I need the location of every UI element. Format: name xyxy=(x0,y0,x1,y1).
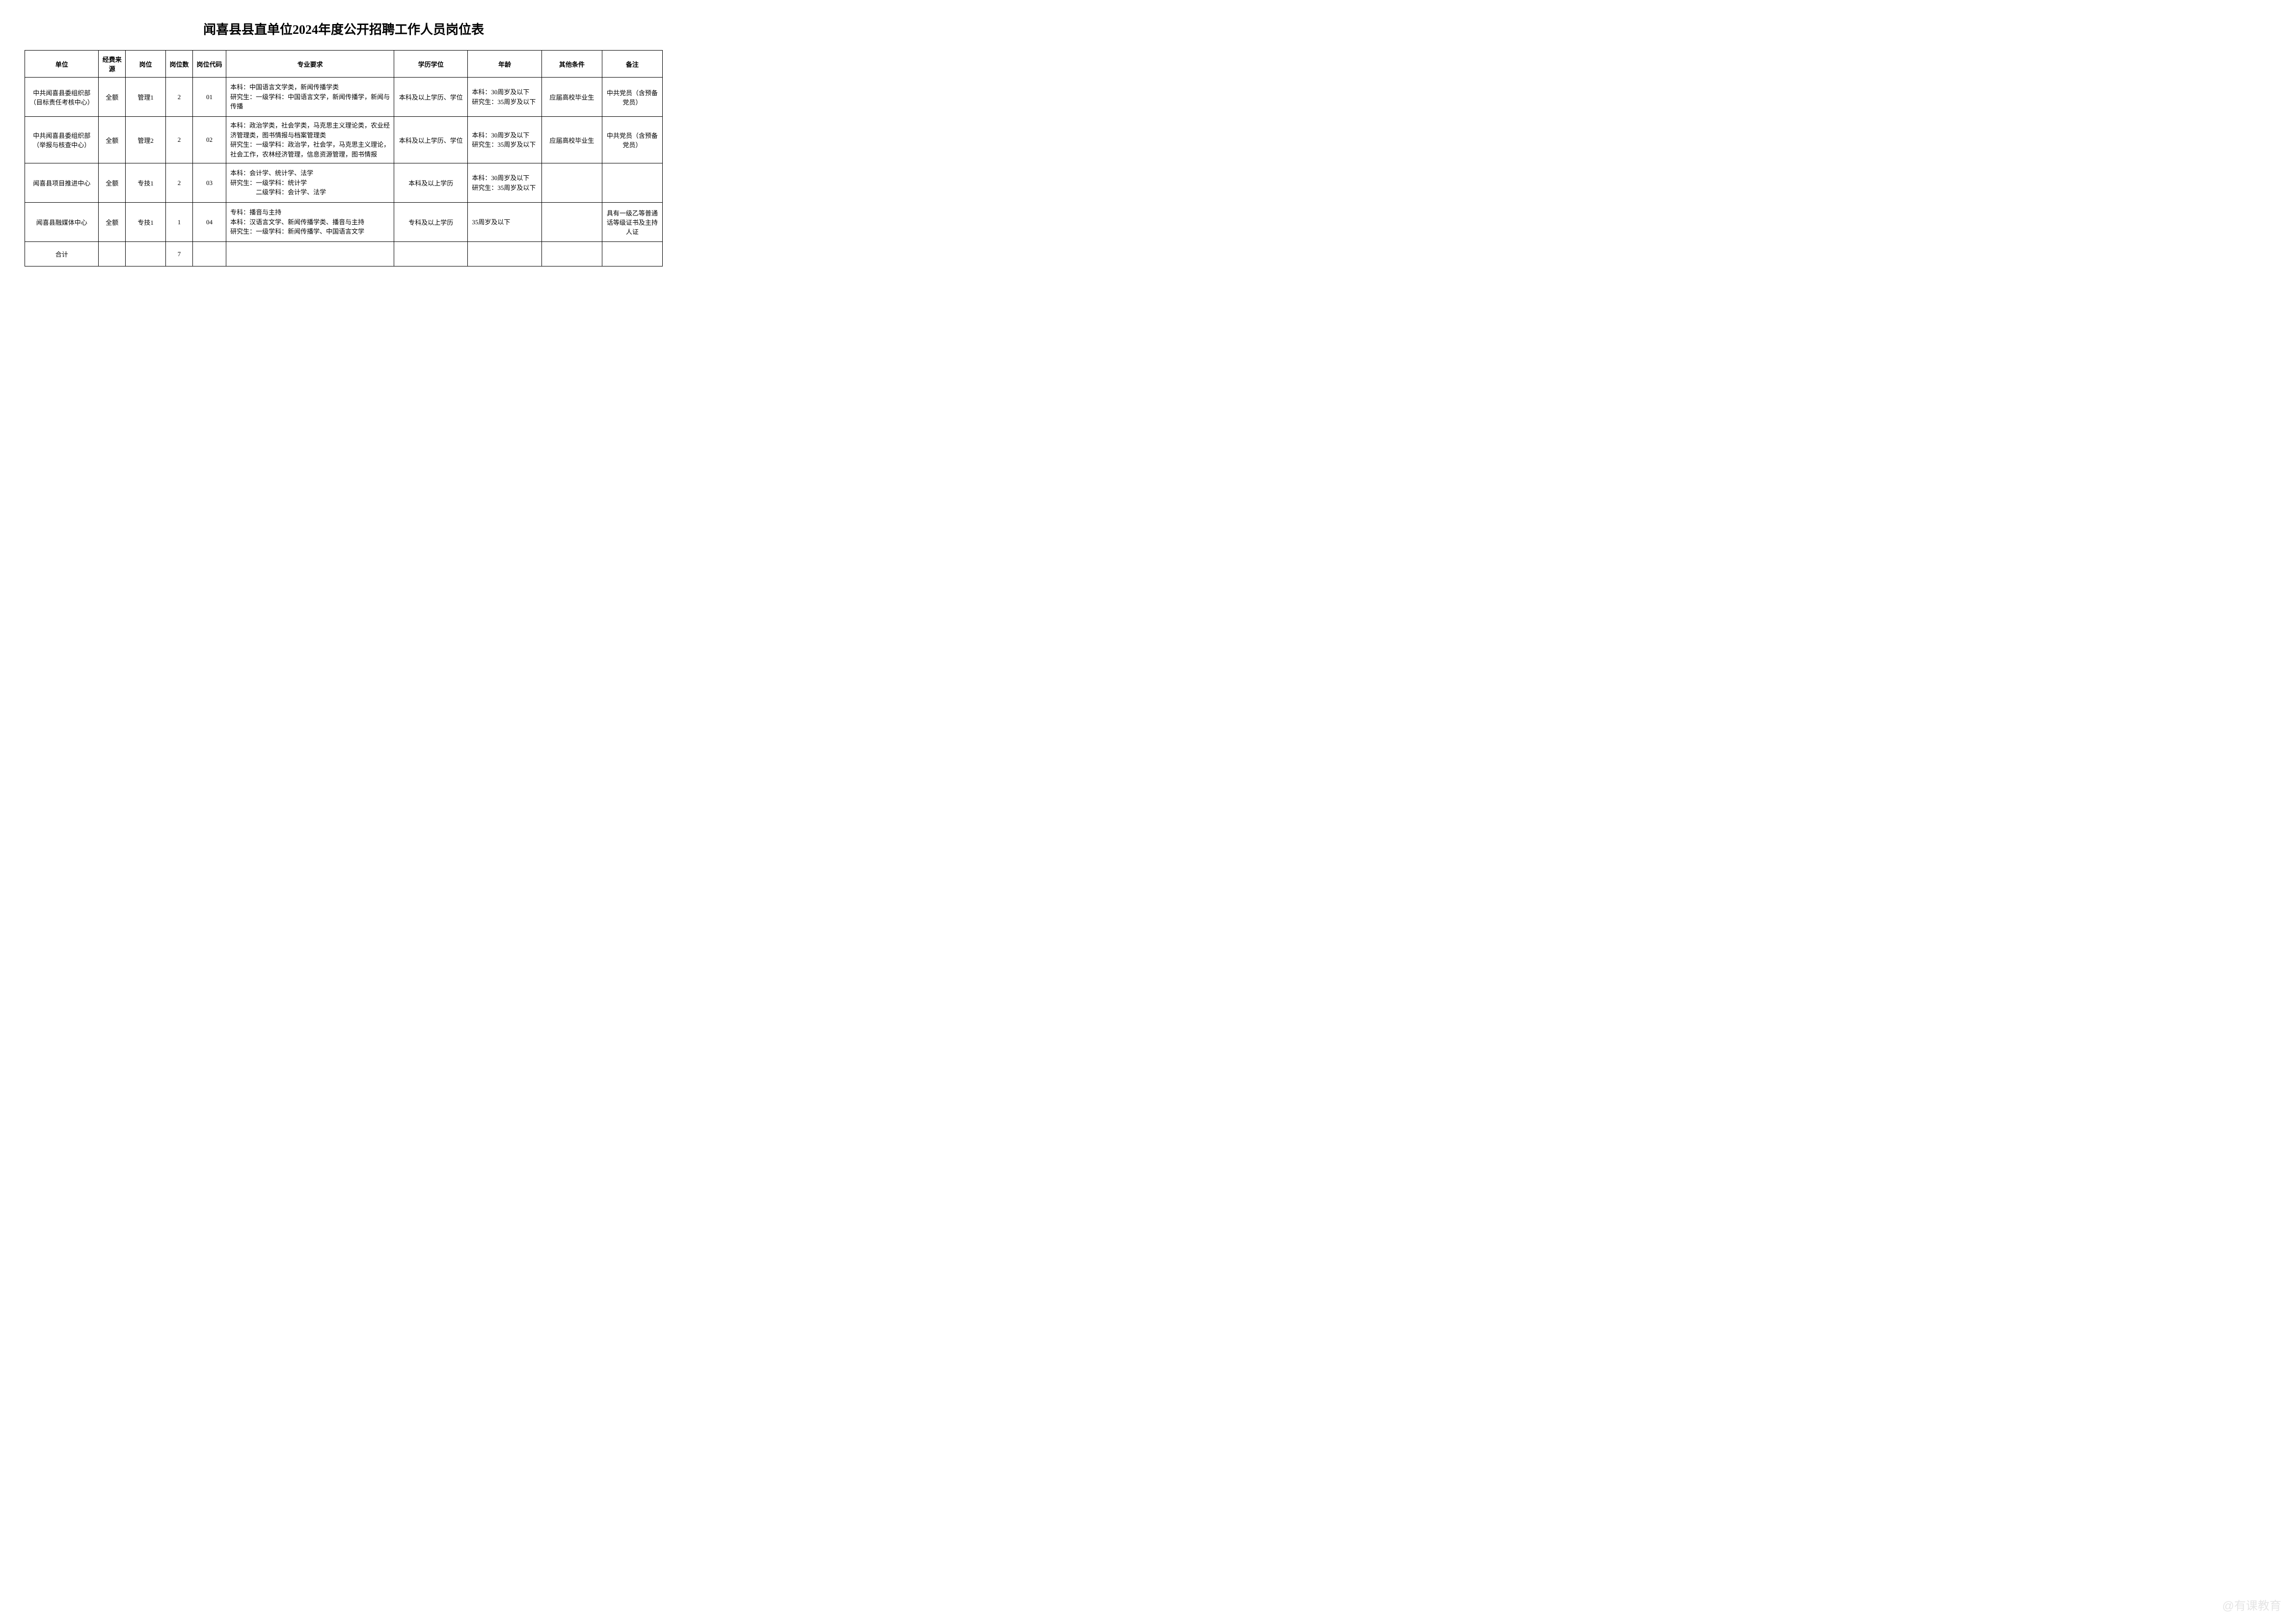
cell-empty xyxy=(602,242,662,266)
cell-fund: 全额 xyxy=(99,117,126,163)
cell-age: 本科：30周岁及以下研究生：35周岁及以下 xyxy=(468,78,541,117)
cell-empty xyxy=(192,242,226,266)
header-note: 备注 xyxy=(602,51,662,78)
cell-major: 专科：播音与主持本科：汉语言文学、新闻传播学类、播音与主持研究生：一级学科：新闻… xyxy=(226,203,394,242)
cell-empty xyxy=(126,242,166,266)
cell-fund: 全额 xyxy=(99,203,126,242)
cell-code: 01 xyxy=(192,78,226,117)
header-count: 岗位数 xyxy=(166,51,193,78)
cell-code: 02 xyxy=(192,117,226,163)
cell-count: 2 xyxy=(166,78,193,117)
cell-note: 中共党员（含预备党员） xyxy=(602,78,662,117)
cell-other xyxy=(541,163,602,203)
cell-major: 本科：中国语言文学类，新闻传播学类研究生：一级学科：中国语言文学，新闻传播学，新… xyxy=(226,78,394,117)
cell-edu: 本科及以上学历 xyxy=(394,163,468,203)
table-row: 闻喜县项目推进中心 全额 专技1 2 03 本科：会计学、统计学、法学研究生：一… xyxy=(25,163,663,203)
total-row: 合计 7 xyxy=(25,242,663,266)
cell-other: 应届高校毕业生 xyxy=(541,117,602,163)
cell-other xyxy=(541,203,602,242)
cell-unit: 闻喜县项目推进中心 xyxy=(25,163,99,203)
header-age: 年龄 xyxy=(468,51,541,78)
cell-fund: 全额 xyxy=(99,163,126,203)
header-row: 单位 经费来源 岗位 岗位数 岗位代码 专业要求 学历学位 年龄 其他条件 备注 xyxy=(25,51,663,78)
cell-empty xyxy=(99,242,126,266)
cell-edu: 本科及以上学历、学位 xyxy=(394,117,468,163)
cell-edu: 专科及以上学历 xyxy=(394,203,468,242)
table-row: 中共闻喜县委组织部（目标责任考核中心） 全额 管理1 2 01 本科：中国语言文… xyxy=(25,78,663,117)
cell-empty xyxy=(468,242,541,266)
cell-empty xyxy=(541,242,602,266)
cell-age: 本科：30周岁及以下研究生：35周岁及以下 xyxy=(468,117,541,163)
cell-major: 本科：政治学类，社会学类，马克思主义理论类，农业经济管理类，图书情报与档案管理类… xyxy=(226,117,394,163)
cell-count: 2 xyxy=(166,163,193,203)
cell-empty xyxy=(394,242,468,266)
cell-position: 管理2 xyxy=(126,117,166,163)
cell-empty xyxy=(226,242,394,266)
cell-position: 专技1 xyxy=(126,203,166,242)
header-fund: 经费来源 xyxy=(99,51,126,78)
recruitment-table: 单位 经费来源 岗位 岗位数 岗位代码 专业要求 学历学位 年龄 其他条件 备注… xyxy=(25,50,663,266)
cell-unit: 中共闻喜县委组织部（目标责任考核中心） xyxy=(25,78,99,117)
cell-position: 管理1 xyxy=(126,78,166,117)
cell-total-label: 合计 xyxy=(25,242,99,266)
cell-age: 本科：30周岁及以下研究生：35周岁及以下 xyxy=(468,163,541,203)
header-code: 岗位代码 xyxy=(192,51,226,78)
cell-unit: 中共闻喜县委组织部（举报与核查中心） xyxy=(25,117,99,163)
cell-age: 35周岁及以下 xyxy=(468,203,541,242)
header-major: 专业要求 xyxy=(226,51,394,78)
cell-major: 本科：会计学、统计学、法学研究生：一级学科：统计学 二级学科：会计学、法学 xyxy=(226,163,394,203)
cell-note: 具有一级乙等普通话等级证书及主持人证 xyxy=(602,203,662,242)
table-row: 中共闻喜县委组织部（举报与核查中心） 全额 管理2 2 02 本科：政治学类，社… xyxy=(25,117,663,163)
header-edu: 学历学位 xyxy=(394,51,468,78)
cell-count: 2 xyxy=(166,117,193,163)
page-title: 闻喜县县直单位2024年度公开招聘工作人员岗位表 xyxy=(25,20,663,38)
cell-code: 03 xyxy=(192,163,226,203)
cell-count: 1 xyxy=(166,203,193,242)
header-unit: 单位 xyxy=(25,51,99,78)
cell-note: 中共党员（含预备党员） xyxy=(602,117,662,163)
cell-fund: 全额 xyxy=(99,78,126,117)
header-position: 岗位 xyxy=(126,51,166,78)
cell-note xyxy=(602,163,662,203)
table-row: 闻喜县融媒体中心 全额 专技1 1 04 专科：播音与主持本科：汉语言文学、新闻… xyxy=(25,203,663,242)
cell-unit: 闻喜县融媒体中心 xyxy=(25,203,99,242)
cell-total-count: 7 xyxy=(166,242,193,266)
watermark: @有课教育 xyxy=(2222,1596,2281,1613)
cell-code: 04 xyxy=(192,203,226,242)
header-other: 其他条件 xyxy=(541,51,602,78)
cell-other: 应届高校毕业生 xyxy=(541,78,602,117)
cell-edu: 本科及以上学历、学位 xyxy=(394,78,468,117)
cell-position: 专技1 xyxy=(126,163,166,203)
